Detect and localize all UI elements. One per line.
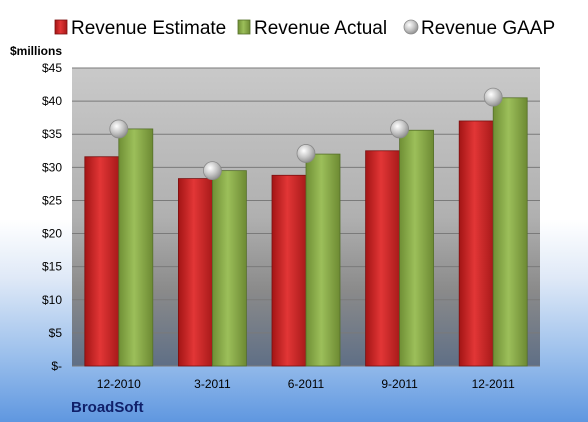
y-tick-label: $35 bbox=[42, 127, 62, 141]
bar-revenue-actual bbox=[305, 153, 341, 367]
bar-revenue-actual bbox=[118, 128, 154, 367]
bar-revenue-estimate bbox=[84, 156, 120, 367]
bar-revenue-actual bbox=[492, 97, 528, 367]
y-tick-label: $- bbox=[51, 359, 62, 373]
legend-label: Revenue Estimate bbox=[71, 18, 226, 39]
y-unit-label: $millions bbox=[10, 44, 62, 58]
y-tick-label: $10 bbox=[42, 293, 62, 307]
gaap-markers-group bbox=[109, 87, 503, 181]
legend: Revenue Estimate Revenue Actual Revenue GA… bbox=[54, 18, 555, 39]
bars-group bbox=[84, 97, 528, 367]
y-tick-label: $45 bbox=[42, 61, 62, 75]
marker-revenue-gaap bbox=[202, 161, 222, 181]
legend-swatch bbox=[54, 19, 68, 35]
x-tick-label: 3-2011 bbox=[194, 377, 231, 391]
y-tick-label: $40 bbox=[42, 94, 62, 108]
company-name: BroadSoft bbox=[71, 399, 144, 416]
y-tick-label: $15 bbox=[42, 260, 62, 274]
y-tick-label: $20 bbox=[42, 227, 62, 241]
y-tick-label: $25 bbox=[42, 193, 62, 207]
marker-revenue-gaap bbox=[296, 144, 316, 163]
marker-revenue-gaap bbox=[109, 119, 129, 139]
bar-revenue-estimate bbox=[458, 120, 494, 367]
x-axis-ticks: 12-2010 3-2011 6-2011 9-2011 12-2011 bbox=[97, 377, 515, 391]
y-tick-label: $30 bbox=[42, 160, 62, 174]
bar-revenue-actual bbox=[211, 170, 247, 367]
bar-revenue-estimate bbox=[271, 174, 307, 367]
bar-revenue-actual bbox=[399, 129, 435, 367]
y-tick-label: $5 bbox=[49, 326, 63, 340]
x-tick-label: 12-2010 bbox=[97, 377, 141, 391]
legend-label: Revenue GAAP bbox=[421, 18, 555, 39]
x-tick-label: 12-2011 bbox=[472, 377, 515, 391]
legend-label: Revenue Actual bbox=[254, 18, 387, 39]
bar-revenue-estimate bbox=[177, 178, 213, 367]
x-tick-label: 9-2011 bbox=[381, 377, 418, 391]
marker-revenue-gaap bbox=[390, 119, 410, 139]
legend-swatch bbox=[237, 19, 251, 35]
marker-revenue-gaap bbox=[483, 87, 503, 107]
legend-swatch bbox=[403, 19, 419, 35]
x-tick-label: 6-2011 bbox=[288, 377, 325, 391]
y-axis-ticks: $- $5 $10 $15 $20 $25 $30 $35 $40 $45 bbox=[42, 61, 62, 373]
bar-revenue-estimate bbox=[365, 150, 401, 367]
